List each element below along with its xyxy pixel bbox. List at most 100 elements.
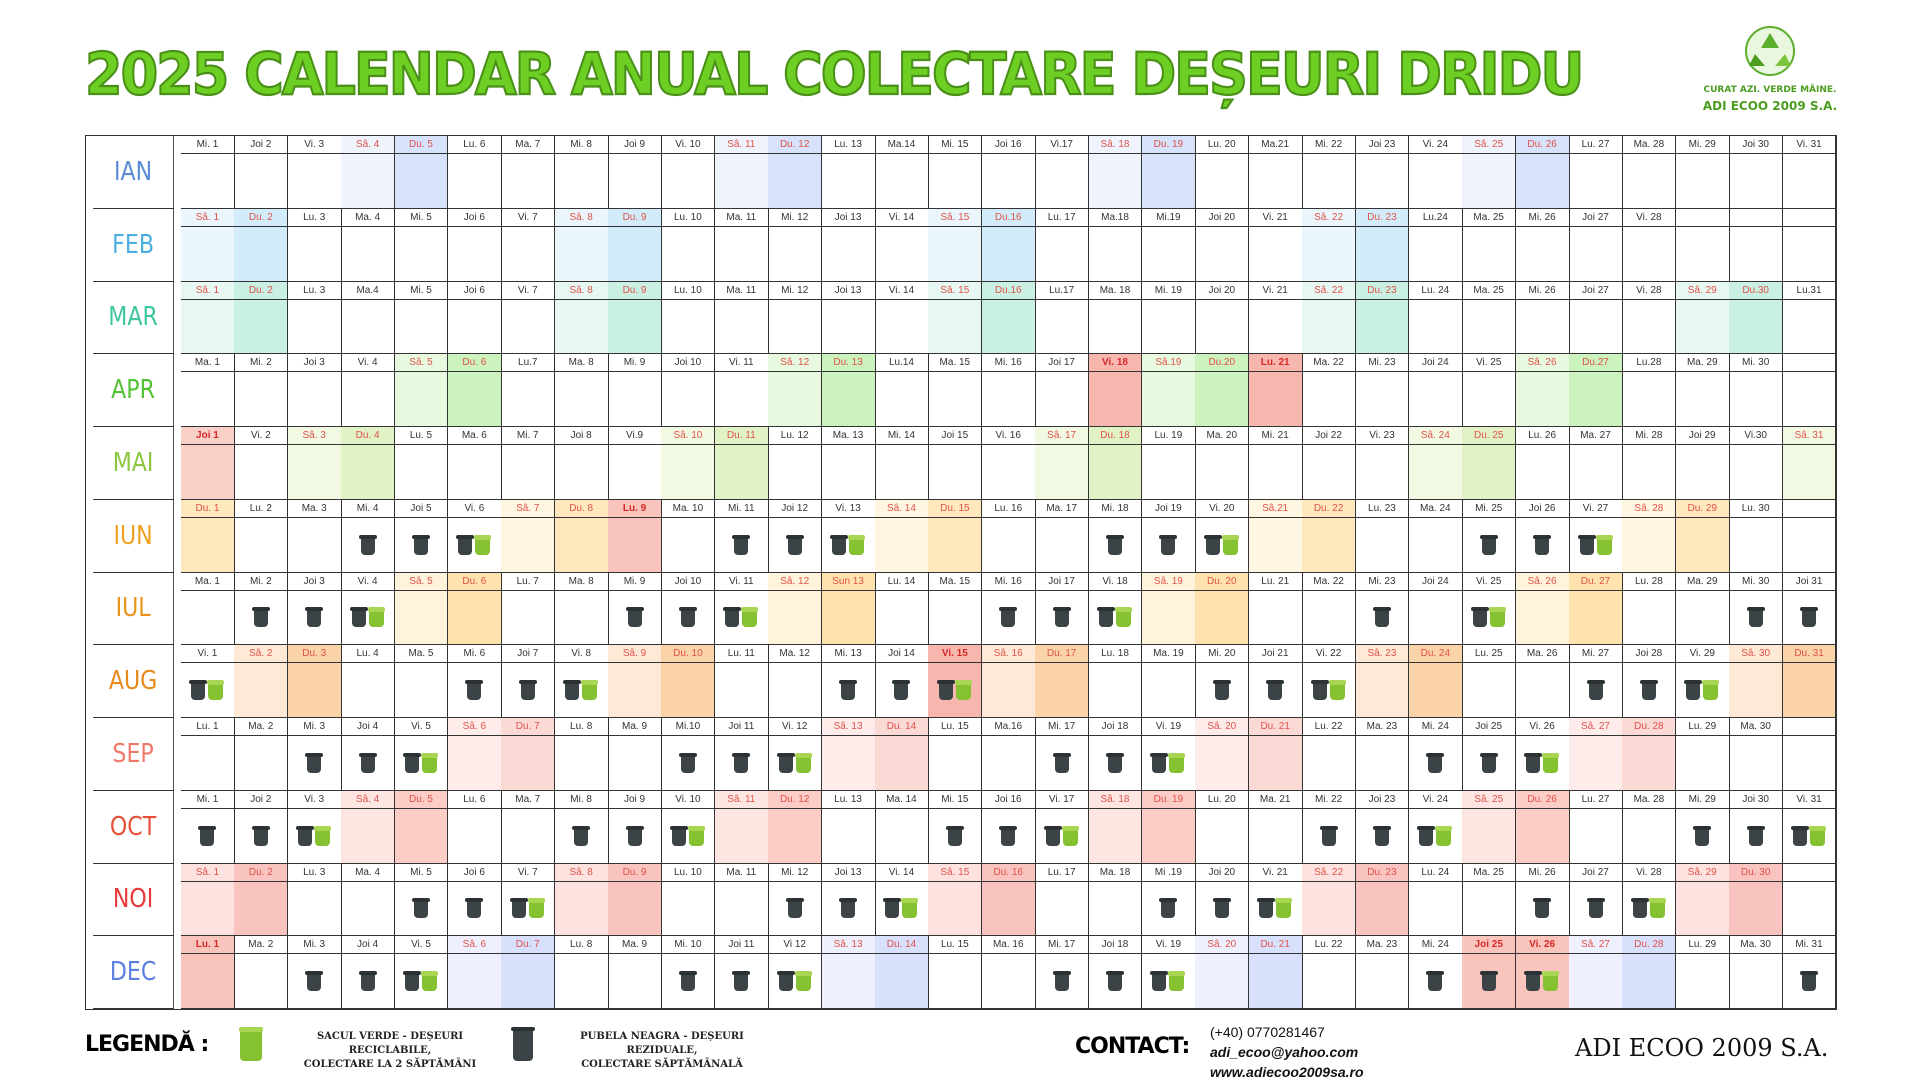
day-label: Vi. 14 xyxy=(875,282,928,300)
day-cell: Mi. 6 xyxy=(447,645,502,718)
day-label: Vi. 21 xyxy=(1248,864,1302,882)
day-label: Du. 14 xyxy=(875,718,928,736)
day-label: Ma. 18 xyxy=(1088,864,1142,882)
black-bin-icon xyxy=(1372,825,1391,846)
green-bag-icon xyxy=(1168,971,1186,992)
contact-email[interactable]: adi_ecoo@yahoo.com xyxy=(1210,1044,1359,1060)
day-cell: Lu. 10 xyxy=(661,208,716,282)
day-label: Ma.21 xyxy=(1248,136,1302,154)
day-cell: Ma. 23 xyxy=(1355,718,1410,791)
green-bag-icon xyxy=(794,752,812,773)
day-label: Sâ. 30 xyxy=(1729,645,1783,664)
day-cell: Mi. 16 xyxy=(981,354,1036,427)
day-label: Lu. 6 xyxy=(447,136,501,154)
day-cell: Vi. 14 xyxy=(875,208,929,282)
day-cell: Vi.9 xyxy=(608,427,662,500)
day-cell xyxy=(1782,499,1837,573)
green-bag-icon xyxy=(1275,898,1293,919)
day-cell: Mi. 23 xyxy=(1355,572,1410,646)
day-cell: Sâ. 9 xyxy=(608,645,662,718)
day-label: Joi 10 xyxy=(661,354,715,373)
day-label: Lu. 5 xyxy=(394,427,448,445)
black-bin-icon xyxy=(402,752,421,773)
day-cell: Lu. 27 xyxy=(1569,790,1623,864)
day-label: Du. 2 xyxy=(234,209,288,227)
day-label: Du. 4 xyxy=(341,427,395,445)
day-cell: Vi. 21 xyxy=(1248,863,1303,937)
day-label: Ma. 23 xyxy=(1355,718,1409,736)
day-cell: Vi. 21 xyxy=(1248,281,1303,355)
black-bin-icon xyxy=(1106,752,1125,773)
day-label xyxy=(1782,864,1836,882)
day-label: Ma. 30 xyxy=(1729,936,1783,955)
day-label: Sâ. 4 xyxy=(341,791,395,809)
day-label: Mi. 1 xyxy=(181,791,234,809)
day-label: Lu. 8 xyxy=(554,718,608,736)
day-label: Mi. 19 xyxy=(1141,282,1195,300)
day-cell: Joi 20 xyxy=(1195,863,1250,937)
day-label: Lu. 13 xyxy=(821,136,875,154)
black-bin-icon xyxy=(518,680,537,701)
day-cell: Mi. 2 xyxy=(234,572,289,646)
day-cell xyxy=(1782,718,1837,791)
day-label: Joi 24 xyxy=(1408,354,1462,373)
day-cell: Ma. 9 xyxy=(608,718,662,791)
month-label: IUL xyxy=(93,572,174,646)
day-label: Joi 31 xyxy=(1782,573,1836,591)
day-label: Ma. 16 xyxy=(981,936,1035,955)
day-cell: Ma. 22 xyxy=(1302,572,1356,646)
day-label: Joi 14 xyxy=(875,645,928,664)
day-cell: Vi. 19 xyxy=(1141,718,1196,791)
black-bin-icon xyxy=(411,534,430,555)
day-label: Sâ. 9 xyxy=(608,645,661,664)
day-cell: Joi 3 xyxy=(287,572,342,646)
day-label: Joi 20 xyxy=(1195,864,1249,882)
day-label: Lu. 20 xyxy=(1195,136,1249,154)
day-cell: Vi. 12 xyxy=(768,718,823,791)
contact-website[interactable]: www.adiecoo2009sa.ro xyxy=(1210,1064,1364,1080)
day-label: Mi. 20 xyxy=(1195,645,1249,664)
day-cell: Mi. 31 xyxy=(1782,936,1837,1009)
month-row-mar: MAR Sâ. 1 Du. 2 Lu. 3 Ma.4 Mi. 5 Joi 6 Vi. 7 Sâ.… xyxy=(86,281,1837,355)
day-label: Vi. 14 xyxy=(875,864,928,882)
day-cell: Lu. 29 xyxy=(1675,718,1730,791)
day-cell: Sâ. 14 xyxy=(875,499,929,573)
day-label: Lu. 11 xyxy=(714,645,768,664)
day-label: Vi. 27 xyxy=(1569,500,1622,518)
day-cell: Lu. 13 xyxy=(821,790,876,864)
day-cell: Du.16 xyxy=(981,208,1036,282)
green-bag-icon xyxy=(420,752,438,773)
day-cell: Mi. 17 xyxy=(1035,936,1090,1009)
green-bag-icon xyxy=(1648,898,1666,919)
day-cell: Du. 27 xyxy=(1569,572,1623,646)
day-label: Sâ.19 xyxy=(1141,354,1195,373)
day-label: Ma. 17 xyxy=(1035,500,1089,518)
day-label: Sâ. 8 xyxy=(554,282,608,300)
day-label: Sâ. 22 xyxy=(1302,864,1355,882)
day-label: Lu. 17 xyxy=(1035,864,1089,882)
day-label: Joi 18 xyxy=(1088,936,1142,955)
black-bin-icon xyxy=(465,680,484,701)
day-label: Sun 13 xyxy=(821,573,875,591)
day-cell: Mi.19 xyxy=(1141,208,1196,282)
day-cell: Du. 28 xyxy=(1622,718,1677,791)
day-cell: Lu. 26 xyxy=(1515,427,1570,500)
day-label: Sâ. 18 xyxy=(1088,791,1142,809)
recycle-logo-icon xyxy=(1745,26,1795,76)
day-cell: Lu. 3 xyxy=(287,281,342,355)
day-label: Joi 27 xyxy=(1569,282,1622,300)
day-label: Du. 10 xyxy=(661,645,715,664)
day-label: Du. 9 xyxy=(608,282,661,300)
day-label: Lu. 26 xyxy=(1515,427,1569,445)
day-label: Vi. 17 xyxy=(1035,791,1089,809)
day-label: Mi. 22 xyxy=(1302,136,1355,154)
day-label: Du. 1 xyxy=(181,500,234,518)
day-cell: Lu. 1 xyxy=(181,936,235,1009)
day-label: Ma. 6 xyxy=(447,427,501,445)
day-cell: Du. 28 xyxy=(1622,936,1677,1009)
day-cell: Du.30 xyxy=(1729,281,1784,355)
day-cell: Vi. 25 xyxy=(1462,572,1517,646)
day-label: Lu. 3 xyxy=(287,282,341,300)
day-cell: Sâ. 26 xyxy=(1515,354,1570,427)
day-cell: Mi. 14 xyxy=(875,427,929,500)
